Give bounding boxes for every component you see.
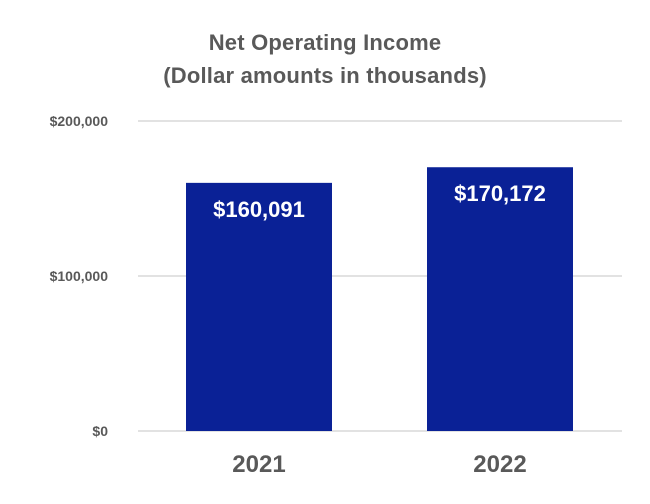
data-labels: $160,091 $170,172	[213, 181, 546, 222]
y-tick-label: $200,000	[50, 113, 109, 129]
y-axis-tick-labels: $0 $100,000 $200,000	[50, 113, 109, 439]
y-tick-label: $0	[92, 423, 108, 439]
bar-2021	[186, 182, 332, 431]
x-tick-label: 2021	[232, 451, 285, 478]
bars	[186, 167, 573, 431]
chart-subtitle: (Dollar amounts in thousands)	[163, 63, 487, 88]
data-label-2021: $160,091	[213, 197, 305, 222]
x-tick-label: 2022	[473, 451, 526, 478]
chart-title: Net Operating Income	[208, 30, 442, 55]
y-tick-label: $100,000	[50, 268, 109, 284]
x-axis-tick-labels: 2021 2022	[232, 451, 526, 478]
bar-2022	[427, 167, 573, 431]
data-label-2022: $170,172	[454, 181, 546, 206]
